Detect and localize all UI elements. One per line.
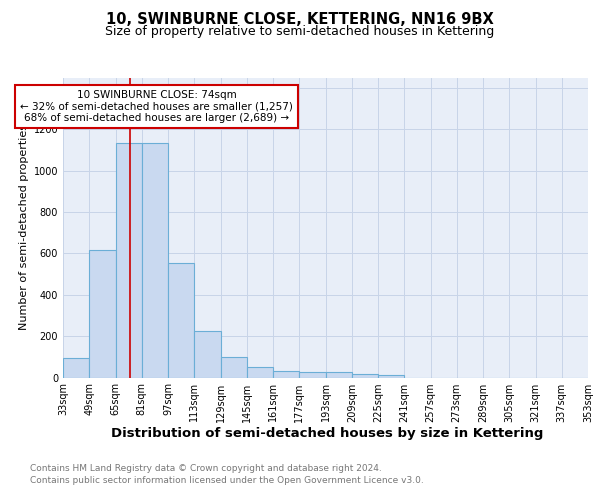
Bar: [378, 376, 404, 378]
Bar: [352, 374, 378, 378]
Text: Contains public sector information licensed under the Open Government Licence v3: Contains public sector information licen…: [30, 476, 424, 485]
Bar: [247, 367, 273, 378]
Y-axis label: Number of semi-detached properties: Number of semi-detached properties: [19, 124, 29, 330]
Bar: [325, 372, 352, 378]
Bar: [142, 142, 168, 378]
Bar: [273, 372, 299, 378]
Bar: [299, 372, 325, 378]
Text: Contains HM Land Registry data © Crown copyright and database right 2024.: Contains HM Land Registry data © Crown c…: [30, 464, 382, 473]
Bar: [194, 331, 221, 378]
Bar: [115, 142, 142, 378]
Text: 10 SWINBURNE CLOSE: 74sqm
← 32% of semi-detached houses are smaller (1,257)
68% : 10 SWINBURNE CLOSE: 74sqm ← 32% of semi-…: [20, 90, 293, 123]
Bar: [89, 250, 115, 378]
Bar: [168, 262, 194, 378]
Text: Distribution of semi-detached houses by size in Kettering: Distribution of semi-detached houses by …: [111, 428, 543, 440]
Bar: [221, 357, 247, 378]
Text: Size of property relative to semi-detached houses in Kettering: Size of property relative to semi-detach…: [106, 25, 494, 38]
Text: 10, SWINBURNE CLOSE, KETTERING, NN16 9BX: 10, SWINBURNE CLOSE, KETTERING, NN16 9BX: [106, 12, 494, 28]
Bar: [63, 358, 89, 378]
